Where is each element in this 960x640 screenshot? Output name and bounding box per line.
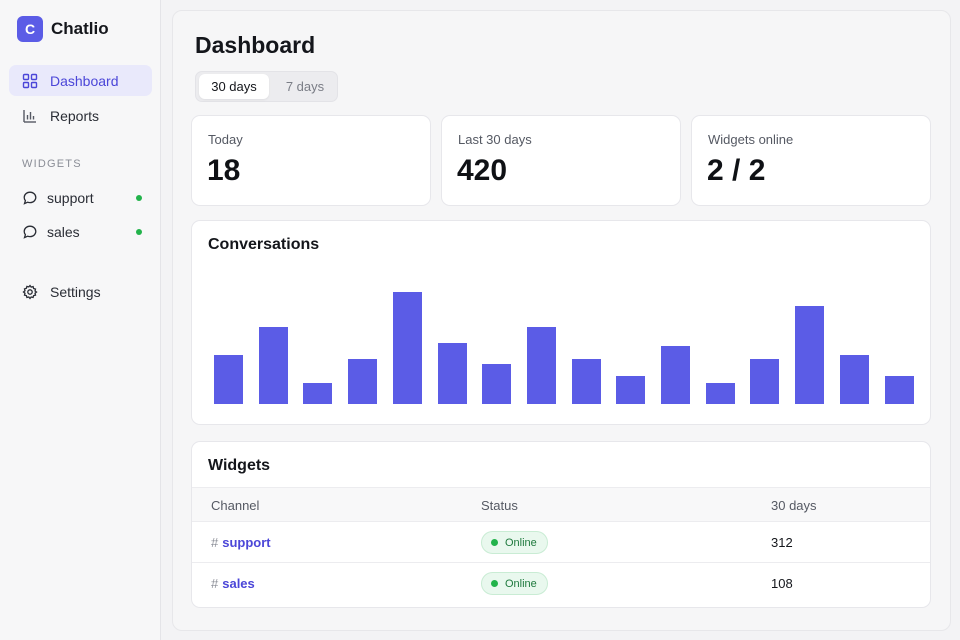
- sidebar-widget-label: sales: [47, 224, 80, 240]
- section-label-widgets: WIDGETS: [22, 158, 82, 170]
- online-status-dot: [491, 539, 498, 546]
- chat-bubble-icon: [22, 190, 38, 206]
- channel-link[interactable]: support: [222, 535, 271, 550]
- online-status-dot: [491, 580, 498, 587]
- sidebar-item-label: Settings: [50, 283, 101, 300]
- range-toggle: 30 days 7 days: [195, 71, 338, 102]
- column-header-channel: Channel: [211, 498, 260, 513]
- sidebar-item-settings[interactable]: Settings: [9, 276, 152, 307]
- status-badge: Online: [481, 572, 548, 595]
- stat-value: 2 / 2: [707, 154, 766, 187]
- page-title: Dashboard: [195, 32, 316, 58]
- column-header-status: Status: [481, 498, 518, 513]
- chart-bar: [571, 358, 601, 404]
- conversations-card: Conversations: [191, 220, 931, 425]
- sidebar-item-dashboard[interactable]: Dashboard: [9, 65, 152, 96]
- chart-bar: [437, 342, 467, 404]
- online-status-dot: [136, 229, 142, 235]
- sidebar-item-reports[interactable]: Reports: [9, 100, 152, 131]
- table-row: # sales Online 108: [192, 563, 930, 604]
- stat-label: Widgets online: [708, 132, 794, 147]
- conversations-title: Conversations: [208, 236, 320, 253]
- hash-icon: #: [211, 576, 219, 591]
- chart-bar: [884, 376, 914, 404]
- stat-value: 420: [457, 154, 508, 187]
- sidebar-widget-support[interactable]: support: [22, 186, 150, 210]
- online-status-dot: [136, 195, 142, 201]
- chart-bar: [616, 376, 646, 404]
- hash-icon: #: [211, 535, 219, 550]
- channel-link[interactable]: sales: [222, 576, 255, 591]
- brand-name: Chatlio: [51, 19, 109, 38]
- grid-icon: [22, 73, 38, 89]
- chart-bar: [482, 363, 512, 404]
- stat-card-last-30-days: Last 30 days 420: [441, 115, 681, 206]
- table-row: # support Online 312: [192, 522, 930, 563]
- chart-bar: [705, 383, 735, 404]
- bar-chart-icon: [22, 108, 38, 124]
- status-badge: Online: [481, 531, 548, 554]
- stat-label: Last 30 days: [458, 132, 532, 147]
- table-header: Channel Status 30 days: [192, 487, 930, 522]
- stat-card-widgets-online: Widgets online 2 / 2: [691, 115, 931, 206]
- chart-bar: [348, 358, 378, 404]
- sidebar-item-label: Reports: [50, 107, 100, 124]
- gear-icon: [22, 283, 38, 300]
- sidebar-item-label: Dashboard: [50, 72, 119, 89]
- stat-card-today: Today 18: [191, 115, 431, 206]
- stat-value: 18: [207, 154, 241, 187]
- main-panel: Dashboard 30 days 7 days Today 18 Last 3…: [172, 10, 951, 631]
- chart-bar: [303, 383, 333, 404]
- widgets-card: Widgets Channel Status 30 days # support …: [191, 441, 931, 608]
- chart-bar: [661, 346, 690, 404]
- widgets-title: Widgets: [208, 457, 271, 474]
- brand-logo: C: [17, 16, 43, 42]
- status-text: Online: [505, 536, 537, 549]
- chart-bar: [839, 355, 869, 404]
- count-cell: 108: [771, 576, 793, 591]
- chart-bar: [214, 355, 243, 404]
- channel-cell: # support: [211, 535, 271, 550]
- range-7-days-button[interactable]: 7 days: [285, 79, 325, 94]
- column-header-30-days: 30 days: [771, 498, 817, 513]
- count-cell: 312: [771, 535, 793, 550]
- chat-bubble-icon: [22, 224, 38, 240]
- sidebar-widget-label: support: [47, 190, 94, 206]
- range-30-days-button[interactable]: 30 days: [199, 74, 269, 99]
- sidebar-widget-sales[interactable]: sales: [22, 220, 150, 244]
- conversations-chart: [192, 221, 932, 426]
- sidebar: C Chatlio Dashboard Reports WIDGETS supp…: [0, 0, 161, 640]
- status-text: Online: [505, 577, 537, 590]
- chart-bar: [795, 306, 825, 404]
- chart-bar: [392, 292, 422, 404]
- channel-cell: # sales: [211, 576, 255, 591]
- brand[interactable]: C Chatlio: [17, 16, 109, 42]
- chart-bar: [258, 327, 288, 404]
- chart-bar: [750, 358, 780, 404]
- chart-bar: [526, 327, 556, 404]
- stat-label: Today: [208, 132, 243, 147]
